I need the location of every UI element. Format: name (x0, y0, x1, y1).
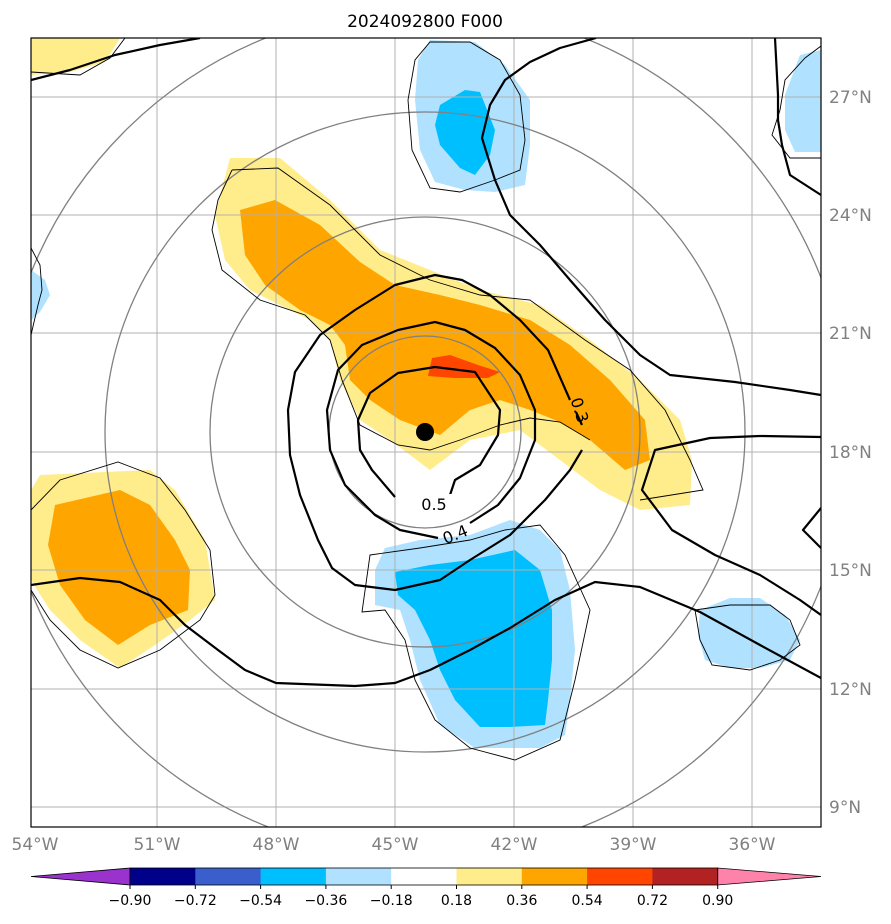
colorbar-extend-high (717, 867, 822, 886)
lat-label: 15°N (829, 561, 872, 581)
lat-label: 9°N (829, 798, 861, 818)
colorbar-segment (195, 868, 262, 885)
lon-label: 51°W (134, 835, 181, 855)
map-title: 2024092800 F000 (347, 12, 503, 32)
map-frame (30, 37, 822, 828)
shade-red (428, 355, 500, 378)
lat-label: 24°N (829, 206, 872, 226)
lat-label: 12°N (829, 680, 872, 700)
contour-label-bg-0.5 (414, 494, 452, 514)
thin-contours (31, 38, 821, 761)
colorbar-extend-low (30, 867, 131, 886)
lon-label: 45°W (372, 835, 419, 855)
colorbar-segment (130, 868, 196, 885)
lon-label: 54°W (12, 835, 59, 855)
colorbar-tick-label: 0.36 (506, 893, 537, 909)
lat-label: 27°N (829, 88, 872, 108)
colorbar-segment (325, 868, 392, 885)
shade-sky-blue (395, 90, 552, 727)
colorbar-frame (129, 867, 719, 886)
colorbar-tick-label: 0.18 (441, 893, 472, 909)
thick-contours (31, 38, 821, 688)
colorbar-segment (456, 868, 523, 885)
storm-center-marker (416, 423, 434, 441)
contour-label-0.5: 0.5 (421, 495, 446, 514)
lat-label: 21°N (829, 324, 872, 344)
lon-label: 39°W (610, 835, 657, 855)
colorbar-tick-label: 0.72 (637, 893, 668, 909)
colorbar-segment (391, 868, 457, 885)
longitude-labels: 54°W 51°W 48°W 45°W 42°W 39°W 36°W (12, 835, 776, 855)
latitude-labels: 27°N 24°N 21°N 18°N 15°N 12°N 9°N (829, 88, 872, 818)
colorbar-tick-label: −0.18 (370, 893, 413, 909)
lon-label: 48°W (253, 835, 300, 855)
gridlines (31, 38, 821, 827)
colorbar: −0.90 −0.72 −0.54 −0.36 −0.18 0.18 0.36 0.54 0.7… (30, 867, 822, 909)
colorbar-segment (652, 868, 719, 885)
colorbar-tick-label: 0.90 (702, 893, 733, 909)
colorbar-segment (521, 868, 588, 885)
colorbar-segment (587, 868, 653, 885)
lon-label: 42°W (491, 835, 538, 855)
colorbar-segment (260, 868, 327, 885)
colorbar-tick-label: −0.54 (239, 893, 282, 909)
map-area: 0.5 0.4 0.3 (31, 38, 821, 827)
colorbar-tick-label: −0.72 (174, 893, 217, 909)
colorbar-tick-label: −0.90 (109, 893, 152, 909)
lon-label: 36°W (729, 835, 776, 855)
lat-label: 18°N (829, 443, 872, 463)
shade-orange (48, 200, 650, 645)
colorbar-tick-label: −0.36 (304, 893, 347, 909)
colorbar-tick-label: 0.54 (572, 893, 603, 909)
range-rings (31, 38, 821, 827)
